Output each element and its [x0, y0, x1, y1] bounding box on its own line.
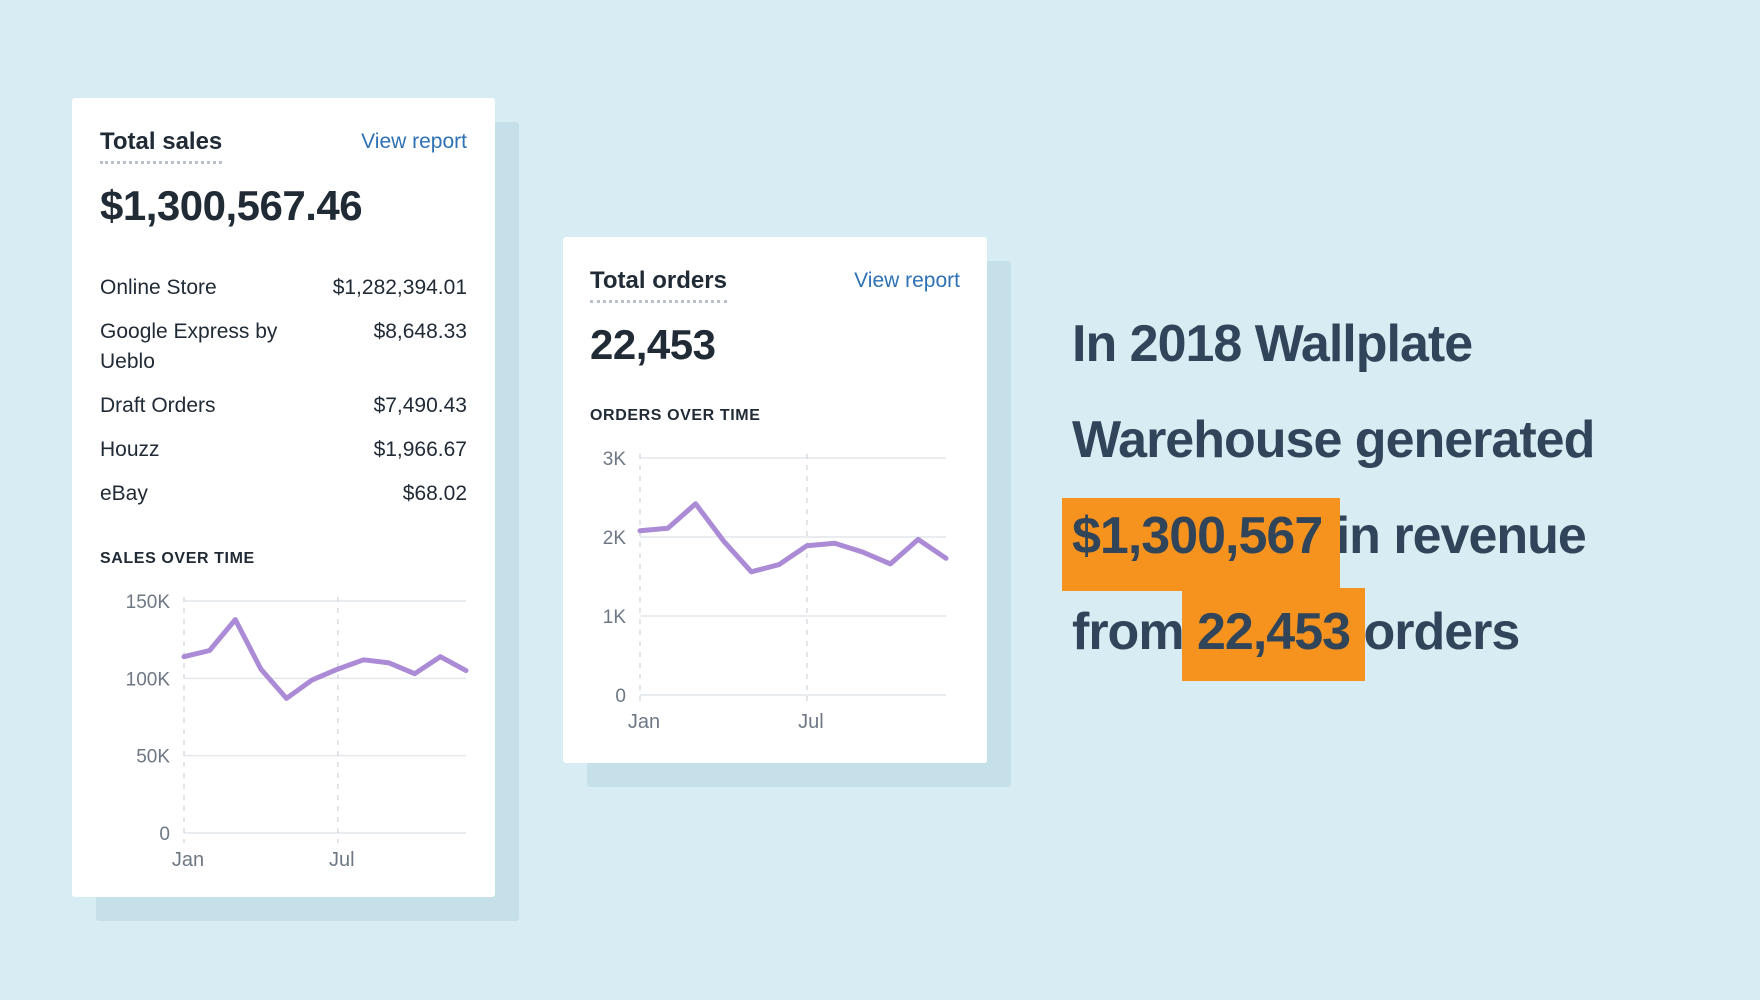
headline-line-3-rest: in revenue: [1322, 507, 1587, 565]
channel-value: $1,282,394.01: [332, 276, 467, 299]
sales-channel-row: Draft Orders $7,490.43: [100, 384, 467, 428]
headline-line-4-pre: from: [1072, 603, 1197, 661]
orders-over-time-header: ORDERS OVER TIME: [590, 407, 761, 424]
headline-line-3: $1,300,567 in revenue: [1072, 488, 1692, 584]
svg-text:0: 0: [159, 824, 170, 845]
channel-label: Google Express by Ueblo: [100, 320, 278, 373]
svg-text:Jul: Jul: [798, 711, 824, 733]
svg-text:2K: 2K: [603, 528, 627, 549]
channel-label: eBay: [100, 482, 148, 505]
channel-value: $68.02: [402, 482, 467, 505]
svg-text:Jul: Jul: [329, 849, 355, 871]
sales-channel-row: eBay $68.02: [100, 472, 467, 516]
svg-text:3K: 3K: [603, 449, 627, 470]
svg-text:Jan: Jan: [172, 849, 204, 871]
headline: In 2018 Wallplate Warehouse generated $1…: [1072, 296, 1692, 680]
total-sales-value: $1,300,567.46: [100, 182, 363, 229]
headline-line-4-post: orders: [1350, 603, 1520, 661]
sales-channel-list: Online Store $1,282,394.01 Google Expres…: [100, 266, 467, 516]
total-sales-title: Total sales: [100, 128, 223, 164]
sales-channel-row: Google Express by Ueblo $8,648.33: [100, 310, 467, 384]
orders-card-header: Total orders View report: [590, 267, 960, 303]
sales-view-report-link[interactable]: View report: [361, 130, 467, 153]
sales-over-time-chart: 0 50K 100K 150K Jan Jul: [126, 592, 469, 871]
channel-label: Houzz: [100, 438, 160, 461]
headline-line-1: In 2018 Wallplate: [1072, 315, 1473, 373]
sales-channel-row: Houzz $1,966.67: [100, 428, 467, 472]
sales-card-header: Total sales View report: [100, 128, 467, 164]
svg-text:50K: 50K: [136, 747, 170, 768]
orders-over-time-chart: 0 1K 2K 3K Jan Jul: [603, 449, 949, 733]
total-orders-title: Total orders: [590, 267, 727, 303]
channel-value: $7,490.43: [373, 394, 467, 417]
revenue-highlight: $1,300,567: [1072, 507, 1323, 565]
svg-text:150K: 150K: [126, 592, 171, 613]
headline-line-2: Warehouse generated: [1072, 411, 1595, 469]
channel-value: $8,648.33: [373, 320, 467, 343]
headline-line-4: from 22,453 orders: [1072, 584, 1692, 680]
svg-text:0: 0: [615, 686, 626, 707]
svg-text:Jan: Jan: [628, 711, 660, 733]
total-orders-value: 22,453: [590, 321, 716, 368]
channel-value: $1,966.67: [373, 438, 467, 461]
total-sales-card: Total sales View report $1,300,567.46 On…: [72, 98, 495, 897]
sales-over-time-header: SALES OVER TIME: [100, 550, 255, 567]
svg-text:1K: 1K: [603, 607, 627, 628]
channel-label: Draft Orders: [100, 394, 216, 417]
svg-text:100K: 100K: [126, 669, 171, 690]
sales-channel-row: Online Store $1,282,394.01: [100, 266, 467, 310]
total-orders-card: Total orders View report 22,453 ORDERS O…: [563, 237, 987, 763]
orders-highlight: 22,453: [1197, 603, 1351, 661]
orders-view-report-link[interactable]: View report: [854, 269, 960, 292]
channel-label: Online Store: [100, 276, 217, 299]
